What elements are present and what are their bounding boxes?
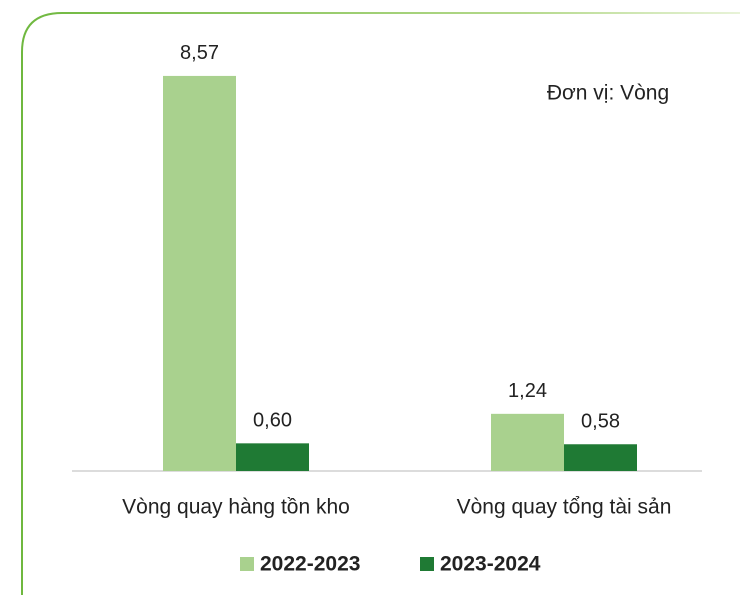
x-tick-label: Vòng quay tổng tài sản [457,496,672,519]
x-tick-label: Vòng quay hàng tồn kho [122,496,350,519]
data-label: 8,57 [180,42,219,64]
bar [163,75,236,471]
legend-swatch [420,557,434,571]
data-label: 0,60 [253,410,292,432]
bar [491,413,564,471]
data-label: 0,58 [581,411,620,433]
legend-swatch [240,557,254,571]
unit-note: Đơn vị: Vòng [547,82,669,105]
legend-label: 2022-2023 [260,553,360,576]
bar [236,443,309,471]
legend-label: 2023-2024 [440,553,541,576]
data-label: 1,24 [508,380,547,402]
frame [21,12,740,595]
bar [564,444,637,471]
